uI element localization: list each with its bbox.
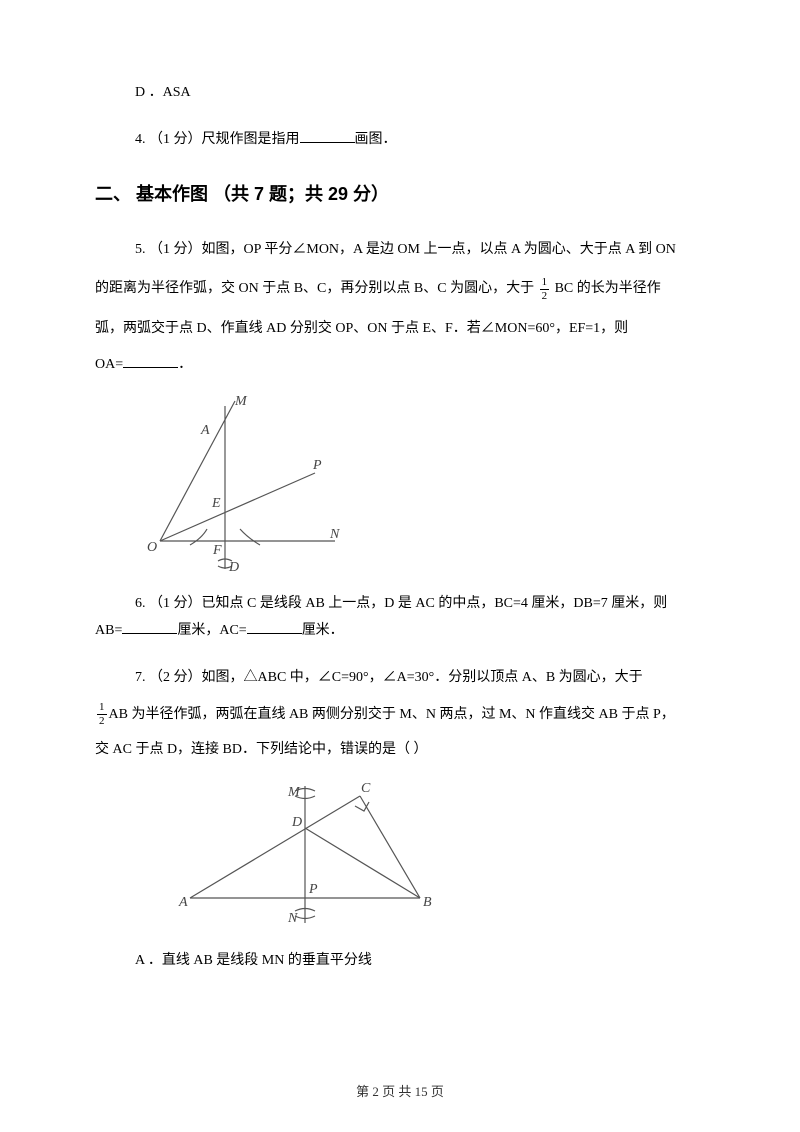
frac-num: 1 bbox=[540, 277, 550, 290]
label-C7: C bbox=[361, 781, 371, 796]
q7-line2-a: AB 为半径作弧，两弧在直线 AB 两侧分别交于 M、N 两点，过 M、N 作直… bbox=[109, 707, 675, 722]
label-M7: M bbox=[287, 785, 301, 800]
diagram-7: A B C D M N P bbox=[175, 778, 705, 928]
question-7-line3: 交 AC 于点 D，连接 BD．下列结论中，错误的是（ ） bbox=[95, 737, 705, 762]
question-6-line1: 6. （1 分）已知点 C 是线段 AB 上一点，D 是 AC 的中点，BC=4… bbox=[135, 591, 705, 616]
frac-num-2: 1 bbox=[97, 702, 107, 715]
label-B7: B bbox=[423, 895, 432, 910]
right-angle-mark bbox=[355, 802, 369, 811]
q5-line4-b: ． bbox=[178, 357, 192, 372]
q4-prefix: 4. （1 分）尺规作图是指用 bbox=[135, 132, 300, 147]
question-6-line2: AB= 厘米，AC= 厘米． bbox=[95, 618, 705, 643]
label-P: P bbox=[312, 458, 322, 473]
line-OP bbox=[160, 473, 315, 541]
q5-line2-b: BC 的长为半径作 bbox=[551, 281, 661, 296]
footer-suffix: 页 bbox=[428, 1084, 444, 1099]
frac-den-2: 2 bbox=[97, 715, 107, 727]
arc-b-left bbox=[190, 529, 207, 545]
label-N7: N bbox=[287, 911, 298, 926]
footer-total: 15 bbox=[415, 1084, 428, 1099]
label-D7: D bbox=[291, 815, 302, 830]
label-D: D bbox=[228, 560, 239, 571]
diagram-5-svg: M A P E O F N D bbox=[135, 391, 345, 571]
footer-mid: 页 共 bbox=[379, 1084, 415, 1099]
label-E: E bbox=[211, 496, 221, 511]
label-A: A bbox=[200, 423, 210, 438]
question-4: 4. （1 分）尺规作图是指用 画图． bbox=[135, 127, 705, 152]
q5-line2-a: 的距离为半径作弧，交 ON 于点 B、C，再分别以点 B、C 为圆心，大于 bbox=[95, 281, 538, 296]
q3-option-d: D ．ASA bbox=[135, 80, 705, 105]
question-5-line2: 的距离为半径作弧，交 ON 于点 B、C，再分别以点 B、C 为圆心，大于 12… bbox=[95, 272, 705, 306]
fraction-half-2: 12 bbox=[97, 702, 107, 727]
diagram-5: M A P E O F N D bbox=[135, 391, 705, 571]
label-F: F bbox=[212, 543, 222, 558]
frac-den: 2 bbox=[540, 290, 550, 302]
question-5-line1: 5. （1 分）如图，OP 平分∠MON，A 是边 OM 上一点，以点 A 为圆… bbox=[135, 233, 705, 267]
q4-blank bbox=[300, 129, 355, 143]
q6-end: 厘米． bbox=[302, 623, 344, 638]
page-footer: 第 2 页 共 15 页 bbox=[0, 1081, 800, 1100]
label-N: N bbox=[329, 527, 340, 542]
q6-blank-1 bbox=[122, 620, 177, 634]
question-5-line3: 弧，两弧交于点 D、作直线 AD 分别交 OP、ON 于点 E、F．若∠MON=… bbox=[95, 312, 705, 346]
q6-ab: AB= bbox=[95, 623, 122, 638]
label-A7: A bbox=[178, 895, 188, 910]
line-DB bbox=[305, 828, 420, 898]
label-M: M bbox=[234, 394, 248, 409]
question-7-line2: 12AB 为半径作弧，两弧在直线 AB 两侧分别交于 M、N 两点，过 M、N … bbox=[95, 700, 705, 731]
label-P7: P bbox=[308, 882, 318, 897]
diagram-7-svg: A B C D M N P bbox=[175, 778, 435, 928]
question-5-line4: OA= ． bbox=[95, 352, 705, 377]
line-OM bbox=[160, 401, 235, 541]
q5-blank bbox=[123, 354, 178, 368]
section-2-header: 二、 基本作图 （共 7 题；共 29 分） bbox=[95, 178, 705, 210]
page-content: D ．ASA 4. （1 分）尺规作图是指用 画图． 二、 基本作图 （共 7 题… bbox=[95, 80, 705, 973]
line-CB bbox=[360, 796, 420, 898]
q7-option-a: A ．直线 AB 是线段 MN 的垂直平分线 bbox=[135, 948, 705, 973]
q6-mid: 厘米，AC= bbox=[177, 623, 246, 638]
question-7-line1: 7. （2 分）如图，△ABC 中，∠C=90°，∠A=30°．分别以顶点 A、… bbox=[135, 663, 705, 694]
q4-suffix: 画图． bbox=[355, 132, 397, 147]
label-O: O bbox=[147, 540, 157, 555]
q6-blank-2 bbox=[247, 620, 302, 634]
arc-c-right bbox=[240, 529, 260, 545]
fraction-half-1: 12 bbox=[540, 277, 550, 302]
line-AC bbox=[190, 796, 360, 898]
footer-prefix: 第 bbox=[356, 1084, 372, 1099]
q5-line4-a: OA= bbox=[95, 357, 123, 372]
